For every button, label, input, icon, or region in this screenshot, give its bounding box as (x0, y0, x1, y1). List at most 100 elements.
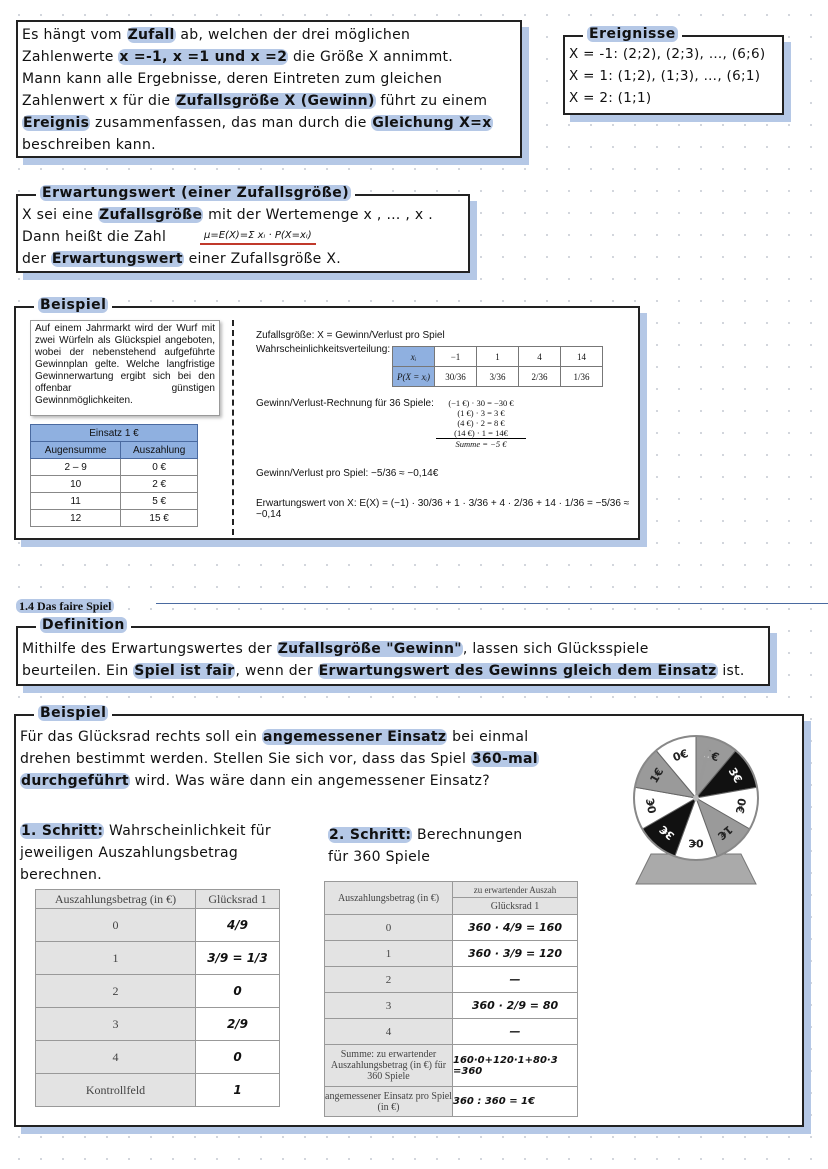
table-cell: 1 (195, 1073, 280, 1107)
highlighted-text: Zufall (126, 27, 176, 43)
table-cell: 2/9 (195, 1007, 280, 1041)
text-line: 1. Schritt: Wahrscheinlichkeit für (20, 820, 271, 842)
distribution-cell: 3/36 (476, 366, 519, 387)
highlighted-text: 2. Schritt: (328, 827, 413, 843)
text-segment: führt zu einem (375, 93, 488, 109)
table-cell: 4 (324, 1018, 453, 1045)
table-cell: 4 (35, 1040, 196, 1074)
expectation-formula: μ=E(X)=Σ xᵢ · P(X=xᵢ) (200, 230, 316, 245)
table-row: 0 360 · 4/9 = 160 (324, 914, 578, 941)
table-cell: 12 (29, 509, 122, 527)
distribution-cell: 1/36 (560, 366, 603, 387)
text-line: X = 2: (1;1) (569, 87, 778, 109)
text-segment: , wenn der (235, 663, 318, 679)
text-segment: berechnen. (20, 867, 102, 883)
distribution-label: Wahrscheinlichkeitsverteilung: (256, 344, 391, 355)
calc-line: (1 €) · 3 = 3 € (457, 408, 505, 418)
table-cell: 2 € (120, 475, 198, 493)
distribution-cell: −1 (434, 346, 477, 367)
table-row: Summe: zu erwartender Auszahlungsbetrag … (324, 1044, 578, 1087)
highlighted-text: 360-mal (470, 751, 539, 767)
wheel-sector-label: 0€ (688, 837, 703, 850)
distribution-cell: P(X = xᵢ) (392, 366, 435, 387)
per-game-result: Gewinn/Verlust pro Spiel: −5/36 ≈ −0,14€ (256, 468, 439, 479)
events-box: Ereignisse X = -1: (2;2), (2;3), …, (6;6… (563, 26, 784, 115)
text-line: Mithilfe des Erwartungswertes der Zufall… (22, 638, 764, 660)
table-cell: 360 · 4/9 = 160 (452, 914, 578, 941)
text-segment: Zahlenwerte (22, 49, 119, 65)
text-line: Mann kann alle Ergebnisse, deren Eintret… (22, 68, 516, 90)
calc-line: (4 €) · 2 = 8 € (457, 418, 505, 428)
table-cell: 0 (195, 974, 280, 1008)
text-line: drehen bestimmt werden. Stellen Sie sich… (20, 748, 798, 770)
expectation-box: Erwartungswert (einer Zufallsgröße) X se… (16, 185, 470, 273)
section-heading: 1.4 Das faire Spiel (16, 595, 828, 613)
text-segment: X sei eine (22, 207, 99, 223)
text-line: der Erwartungswert einer Zufallsgröße X. (22, 248, 464, 270)
highlighted-text: durchgeführt (20, 773, 130, 789)
distribution-cell: 30/36 (434, 366, 477, 387)
text-segment: X = 1: (1;2), (1;3), …, (6;1) (569, 68, 761, 84)
text-segment: X = -1: (2;2), (2;3), …, (6;6) (569, 46, 766, 62)
table-cell: 1 (324, 940, 453, 967)
text-segment: drehen bestimmt werden. Stellen Sie sich… (20, 751, 471, 767)
text-segment: Zahlenwert x für die (22, 93, 176, 109)
calc-label: Gewinn/Verlust-Rechnung für 36 Spiele: (256, 398, 434, 409)
expectation-title: Erwartungswert (einer Zufallsgröße) (40, 185, 352, 201)
calculation-table: Auszahlungsbetrag (in €) zu erwartender A… (324, 881, 578, 1117)
distribution-cell: xᵢ (392, 346, 435, 367)
calc-line: (14 €) · 1 = 14€ (436, 428, 526, 439)
table-cell: 2 – 9 (29, 458, 122, 476)
dashed-divider (232, 320, 234, 535)
highlighted-text: Gleichung X=x (371, 115, 493, 131)
text-segment: einer Zufallsgröße X. (183, 251, 341, 267)
table-cell: — (452, 1018, 578, 1045)
text-line: für 360 Spiele (328, 846, 522, 868)
intro-box: Es hängt vom Zufall ab, welchen der drei… (16, 20, 522, 158)
example1-title: Beispiel (38, 297, 109, 313)
table-cell: 160·0+120·1+80·3 =360 (452, 1044, 578, 1087)
text-line: X sei eine Zufallsgröße mit der Wertemen… (22, 204, 464, 226)
example2-box: Beispiel Für das Glücksrad rechts soll e… (14, 705, 804, 1127)
text-segment: wird. Was wäre dann ein angemessener Ein… (129, 773, 490, 789)
text-segment: der (22, 251, 51, 267)
distribution-cell: 14 (560, 346, 603, 367)
table-cell: 360 · 2/9 = 80 (452, 992, 578, 1019)
text-line: X = -1: (2;2), (2;3), …, (6;6) (569, 43, 778, 65)
table-row: 1 3/9 = 1/3 (35, 941, 280, 975)
distribution-cell: 4 (518, 346, 561, 367)
distribution-cell: 1 (476, 346, 519, 367)
wheel-pointer-icon (694, 746, 714, 799)
events-title: Ereignisse (587, 26, 678, 42)
table-row: 3 360 · 2/9 = 80 (324, 992, 578, 1019)
table-row: 11 5 € (29, 492, 198, 510)
text-line: Ereignis zusammenfassen, das man durch d… (22, 112, 516, 134)
distribution-row: P(X = xᵢ) 30/36 3/36 2/36 1/36 (392, 366, 603, 387)
table-cell: 10 (29, 475, 122, 493)
text-segment: , lassen sich Glücksspiele (462, 641, 649, 657)
table-cell: 11 (29, 492, 122, 510)
text-segment: Dann heißt die Zahl (22, 229, 167, 245)
table-cell: 0 (195, 1040, 280, 1074)
text-segment: Wahrscheinlichkeit für (104, 823, 271, 839)
table-cell: 3/9 = 1/3 (195, 941, 280, 975)
text-line: beschreiben kann. (22, 134, 516, 156)
text-line: X = 1: (1;2), (1;3), …, (6;1) (569, 65, 778, 87)
highlighted-text: angemessener Einsatz (261, 729, 448, 745)
text-segment: Mithilfe des Erwartungswertes der (22, 641, 277, 657)
probability-table: Auszahlungsbetrag (in €) Glücksrad 1 0 4/9… (35, 889, 280, 1107)
text-segment: beschreiben kann. (22, 137, 156, 153)
expected-value-result: Erwartungswert von X: E(X) = (−1) · 30/3… (256, 498, 630, 520)
table-cell: 5 € (120, 492, 198, 510)
table-row: 12 15 € (29, 509, 198, 527)
text-segment: ist. (717, 663, 745, 679)
text-segment: ab, welchen der drei möglichen (175, 27, 411, 43)
table-cell: 0 (35, 908, 196, 942)
calc-line: (−1 €) · 30 = −30 € (448, 398, 514, 408)
table-cell: 0 € (120, 458, 198, 476)
text-segment: mit der Wertemenge x , … , x . (203, 207, 433, 223)
text-segment: für 360 Spiele (328, 849, 431, 865)
example2-title: Beispiel (38, 705, 109, 721)
table-cell: Kontrollfeld (35, 1073, 196, 1107)
